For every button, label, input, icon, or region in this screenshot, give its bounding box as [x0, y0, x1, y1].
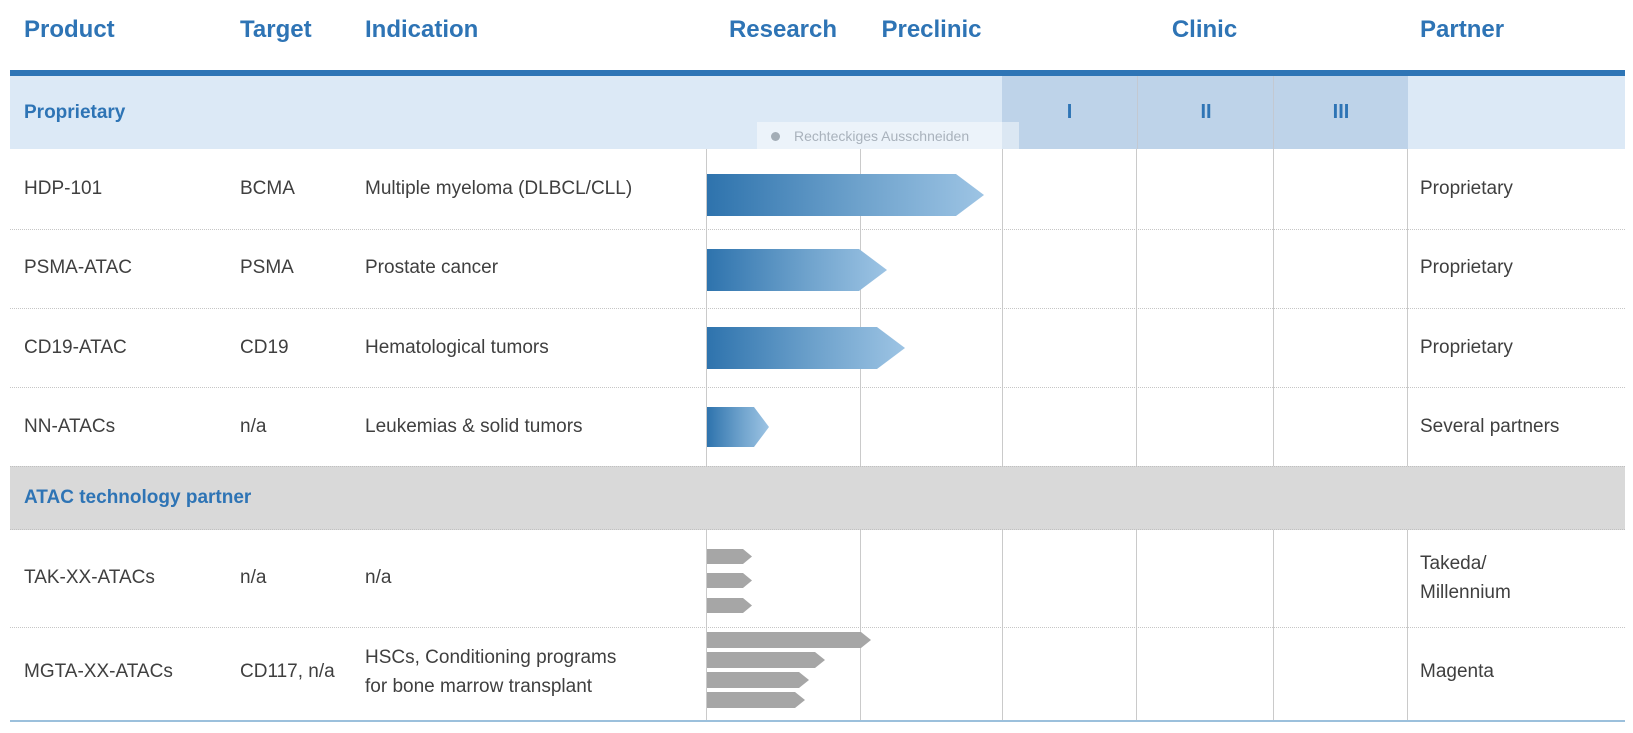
bullet-dot-icon	[771, 131, 780, 141]
partner-name: Magenta	[1420, 661, 1494, 682]
pipeline-bar-tak-1	[707, 549, 752, 564]
indication-text: Multiple myeloma (DLBCL/CLL)	[365, 178, 633, 199]
header-divider-line	[10, 70, 1625, 76]
gridline-clinic1-start	[1002, 149, 1003, 720]
clinic-phase-cell-3: III	[1273, 76, 1408, 149]
indication-line-2: for bone marrow transplant	[365, 676, 593, 697]
gridline-clinic2-start	[1136, 149, 1137, 720]
column-header-indication: Indication	[365, 16, 479, 43]
indication-text: n/a	[365, 567, 392, 588]
indication-text: HSCs, Conditioning programs for bone mar…	[365, 643, 616, 701]
snipping-tool-watermark: Rechteckiges Ausschneiden	[757, 122, 1019, 150]
product-name: NN-ATACs	[24, 416, 116, 437]
indication-text: Prostate cancer	[365, 257, 499, 278]
gridline-preclinic-start	[860, 149, 861, 720]
product-name: HDP-101	[24, 178, 103, 199]
product-name: TAK-XX-ATACs	[24, 567, 155, 588]
pipeline-bar-mgta-2	[707, 652, 825, 668]
pipeline-bar-mgta-4	[707, 692, 805, 708]
target-value: CD117, n/a	[240, 661, 335, 682]
pipeline-bar-cd19-atac	[707, 327, 905, 369]
table-bottom-line	[10, 720, 1625, 722]
product-name: MGTA-XX-ATACs	[24, 661, 173, 682]
section-band-atac-partner: ATAC technology partner	[10, 466, 1625, 530]
row-separator	[10, 387, 1625, 388]
pipeline-bar-tak-3	[707, 598, 752, 613]
pipeline-bar-nn-atacs	[707, 407, 769, 447]
partner-name: Takeda/ Millennium	[1420, 549, 1511, 607]
product-name: CD19-ATAC	[24, 337, 127, 358]
section-title-proprietary: Proprietary	[24, 101, 126, 123]
row-separator	[10, 229, 1625, 230]
pipeline-bar-mgta-3	[707, 672, 809, 688]
gridline-partner-start	[1407, 149, 1408, 720]
partner-name: Several partners	[1420, 416, 1560, 437]
partner-name: Proprietary	[1420, 337, 1513, 358]
pipeline-bar-mgta-1	[707, 632, 871, 648]
product-name: PSMA-ATAC	[24, 257, 133, 278]
row-separator	[10, 308, 1625, 309]
indication-text: Hematological tumors	[365, 337, 549, 358]
indication-line-1: HSCs, Conditioning programs	[365, 647, 617, 668]
column-header-partner: Partner	[1420, 16, 1505, 43]
column-header-preclinic: Preclinic	[881, 16, 982, 43]
column-header-clinic: Clinic	[1171, 16, 1238, 43]
clinic-phase-cell-2: II	[1137, 76, 1274, 149]
gridline-research-start	[706, 149, 707, 720]
section-title-atac-partner: ATAC technology partner	[24, 487, 252, 508]
target-value: n/a	[240, 567, 267, 588]
partner-line-2: Millennium	[1420, 582, 1511, 603]
column-header-research: Research	[728, 16, 838, 43]
target-value: n/a	[240, 416, 267, 437]
target-value: BCMA	[240, 178, 295, 199]
indication-text: Leukemias & solid tumors	[365, 416, 583, 437]
pipeline-bar-tak-2	[707, 573, 752, 588]
clinic-phase-cell-1: I	[1002, 76, 1137, 149]
row-separator	[10, 627, 1625, 628]
watermark-label: Rechteckiges Ausschneiden	[794, 128, 970, 144]
pipeline-bar-psma-atac	[707, 249, 887, 291]
pipeline-bar-hdp-101	[707, 174, 984, 216]
partner-name: Proprietary	[1420, 178, 1513, 199]
column-header-product: Product	[24, 16, 115, 43]
target-value: CD19	[240, 337, 289, 358]
column-header-target: Target	[240, 16, 312, 43]
partner-line-1: Takeda/	[1420, 553, 1487, 574]
gridline-clinic3-start	[1273, 149, 1274, 720]
partner-name: Proprietary	[1420, 257, 1513, 278]
target-value: PSMA	[240, 257, 294, 278]
